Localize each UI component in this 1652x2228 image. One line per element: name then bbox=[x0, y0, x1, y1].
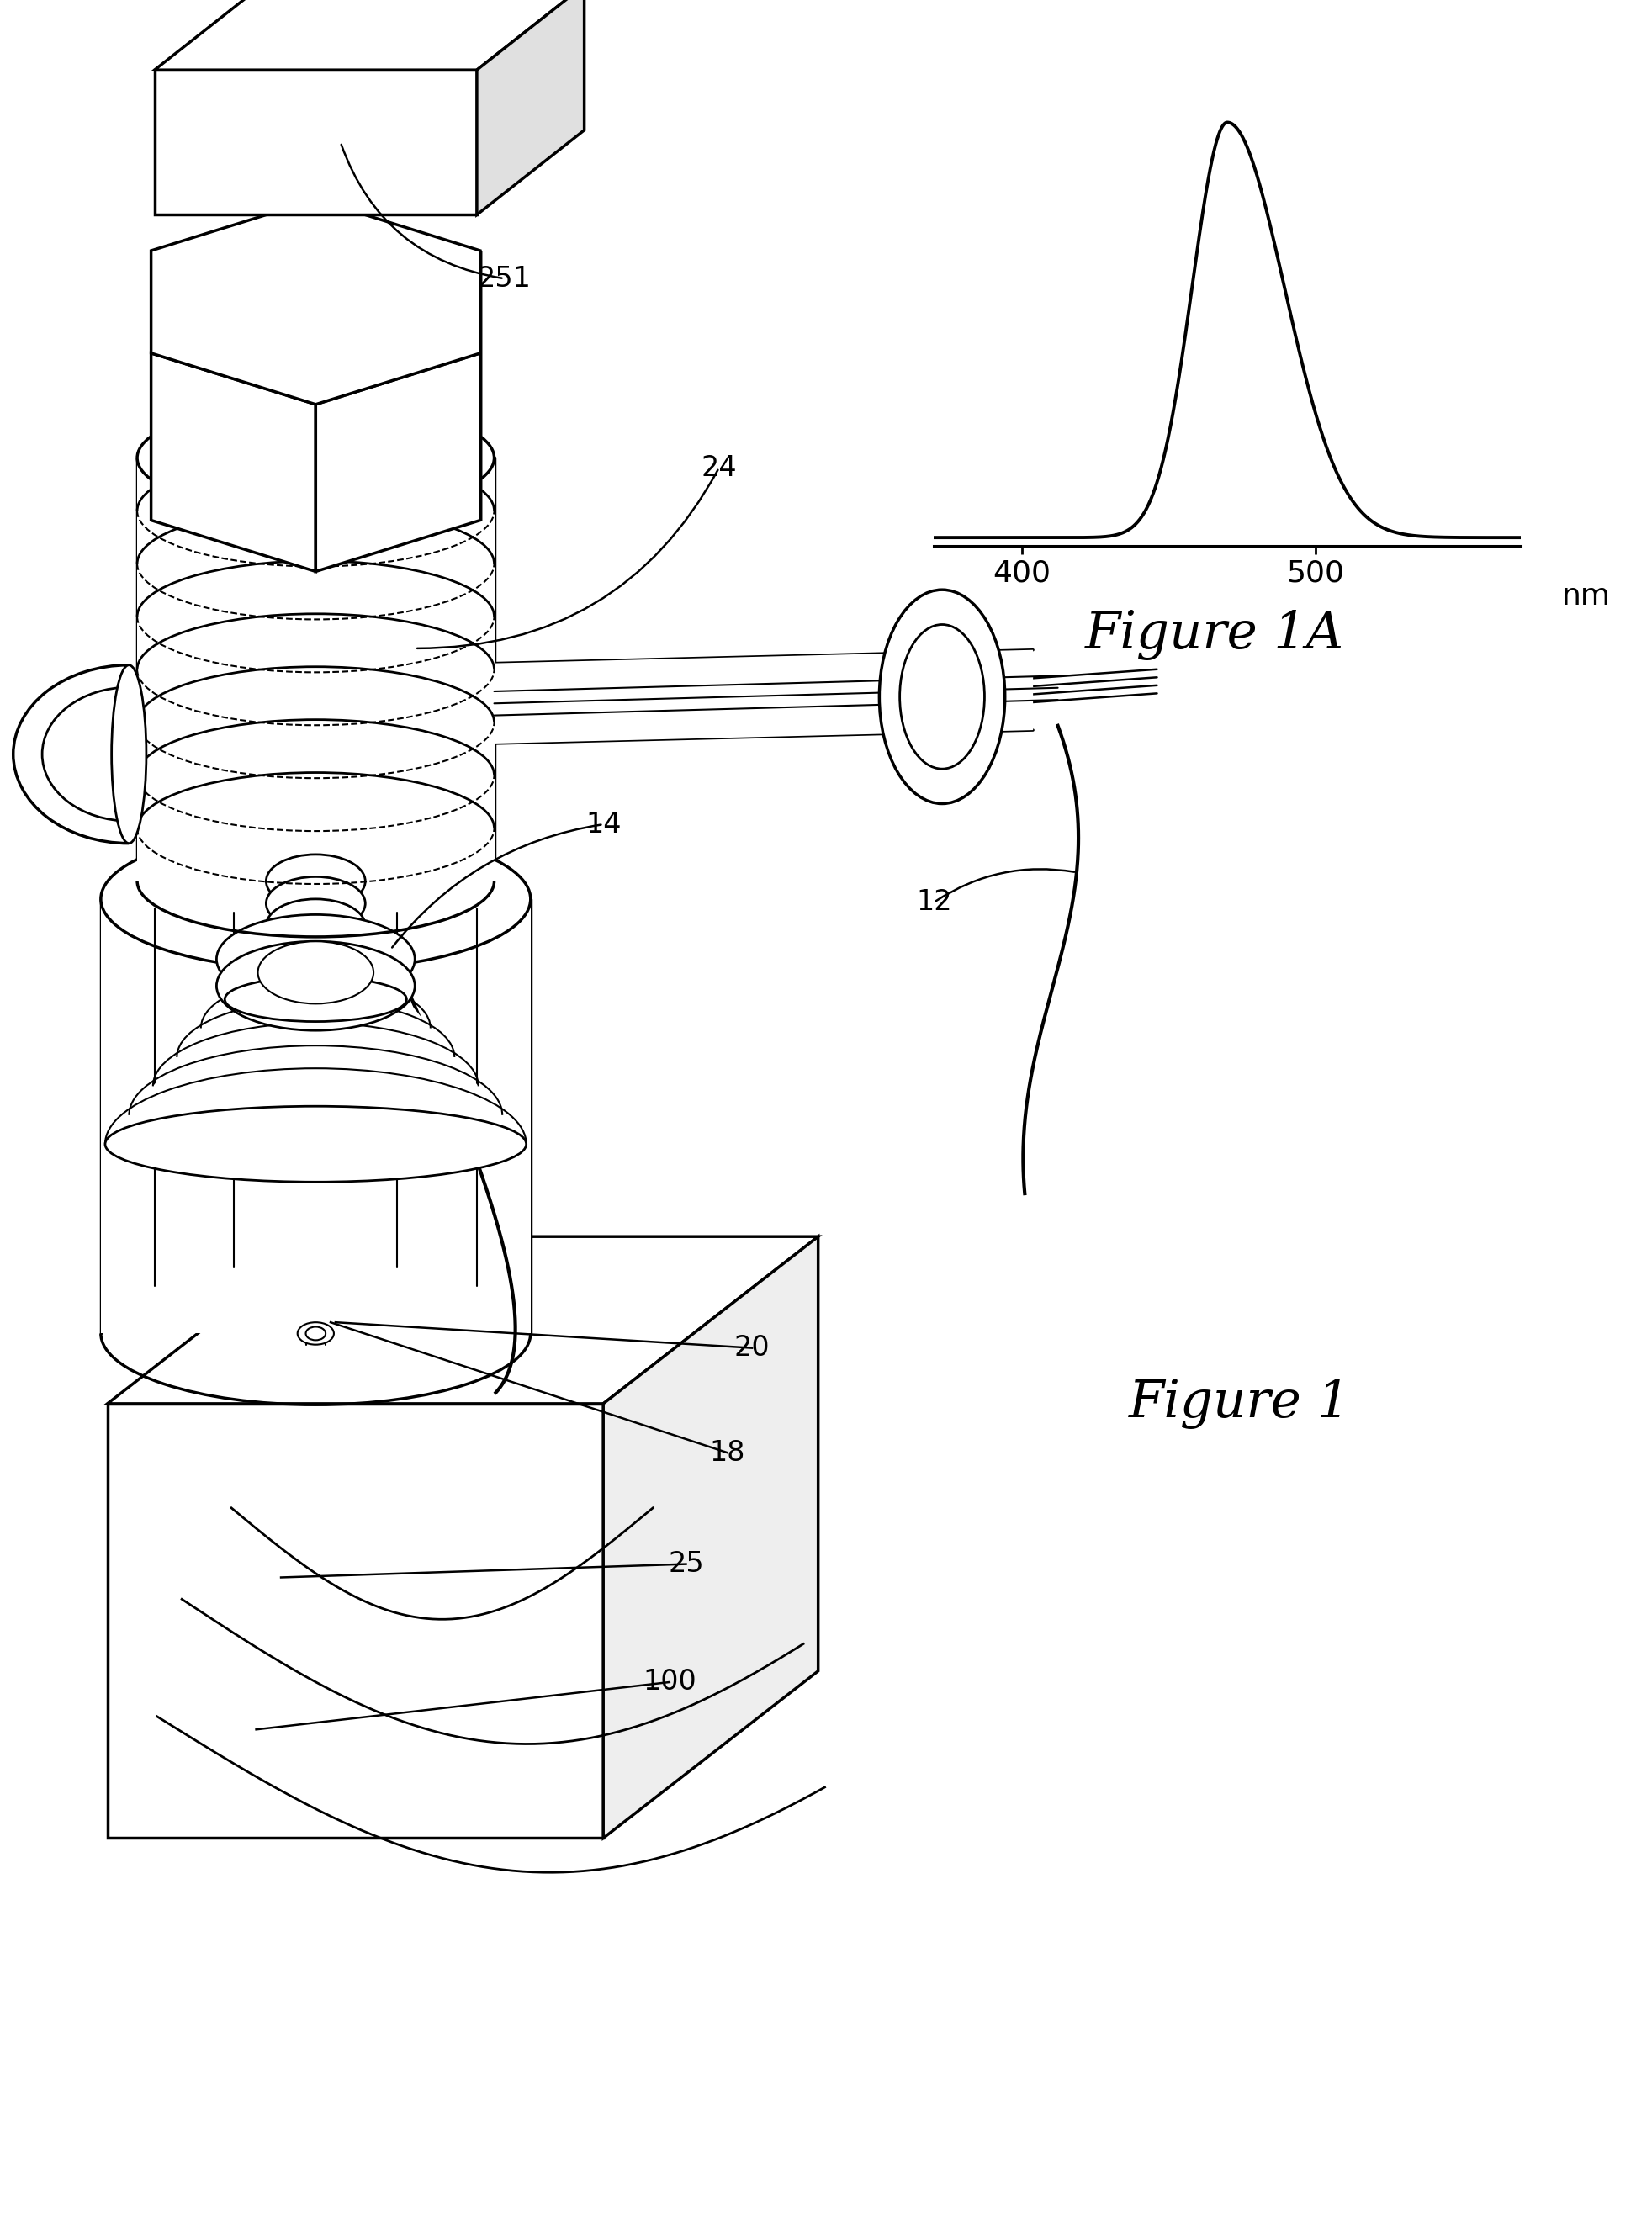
Ellipse shape bbox=[225, 978, 406, 1020]
Ellipse shape bbox=[879, 590, 1004, 804]
Polygon shape bbox=[494, 651, 1032, 744]
Ellipse shape bbox=[266, 922, 365, 976]
Text: nm: nm bbox=[1561, 582, 1609, 610]
Polygon shape bbox=[316, 354, 481, 573]
Ellipse shape bbox=[297, 1323, 334, 1343]
Polygon shape bbox=[150, 354, 316, 573]
Text: 100: 100 bbox=[643, 1669, 695, 1696]
Ellipse shape bbox=[258, 940, 373, 1003]
Ellipse shape bbox=[266, 898, 365, 954]
Text: Figure 1: Figure 1 bbox=[1128, 1379, 1350, 1428]
Text: 14: 14 bbox=[585, 811, 621, 838]
Polygon shape bbox=[106, 998, 525, 1145]
Ellipse shape bbox=[306, 1328, 325, 1339]
Polygon shape bbox=[477, 0, 585, 214]
Text: Figure 1A: Figure 1A bbox=[1085, 610, 1343, 659]
Polygon shape bbox=[155, 69, 477, 214]
Polygon shape bbox=[107, 1237, 818, 1404]
Ellipse shape bbox=[266, 876, 365, 931]
Ellipse shape bbox=[112, 664, 147, 844]
Text: 24: 24 bbox=[700, 455, 737, 481]
Text: 12: 12 bbox=[915, 889, 952, 916]
Polygon shape bbox=[150, 201, 481, 405]
Polygon shape bbox=[155, 0, 585, 69]
Ellipse shape bbox=[266, 853, 365, 909]
Polygon shape bbox=[101, 898, 530, 1332]
Ellipse shape bbox=[274, 949, 357, 994]
Ellipse shape bbox=[216, 942, 415, 1029]
Text: 251: 251 bbox=[477, 265, 530, 292]
Text: 18: 18 bbox=[709, 1439, 745, 1466]
Ellipse shape bbox=[286, 958, 345, 987]
Ellipse shape bbox=[137, 403, 494, 515]
Polygon shape bbox=[603, 1237, 818, 1838]
Polygon shape bbox=[137, 459, 494, 880]
Ellipse shape bbox=[899, 624, 985, 769]
Ellipse shape bbox=[106, 1107, 525, 1181]
Polygon shape bbox=[107, 1404, 603, 1838]
Text: 25: 25 bbox=[667, 1551, 704, 1577]
Ellipse shape bbox=[216, 913, 415, 1003]
Ellipse shape bbox=[101, 827, 530, 971]
Text: 20: 20 bbox=[733, 1335, 770, 1361]
